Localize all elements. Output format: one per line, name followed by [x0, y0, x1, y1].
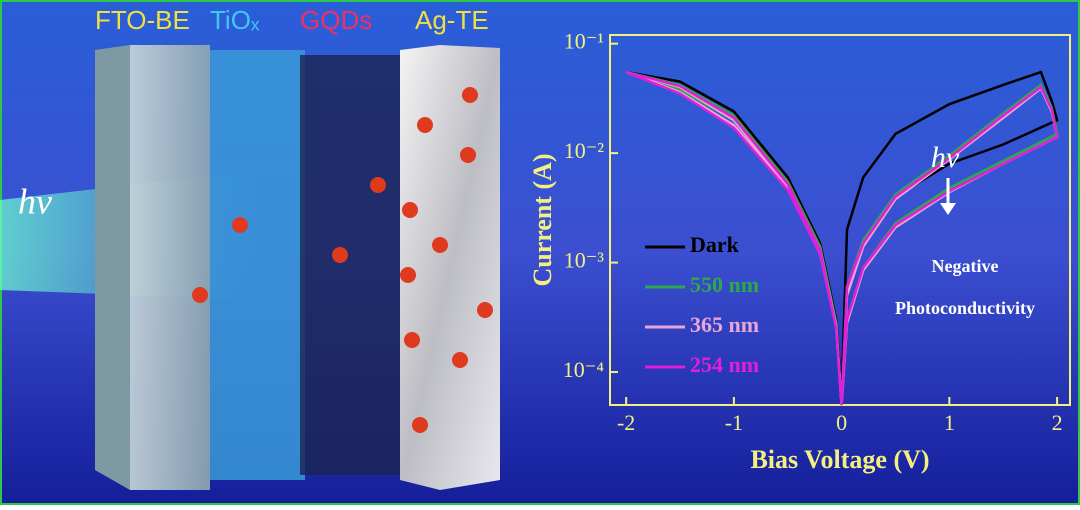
- label-tiox: TiOₓ: [210, 5, 260, 35]
- legend-label: 254 nm: [690, 352, 759, 377]
- iv-chart: 10⁻¹ 10⁻² 10⁻³ 10⁻⁴ -2 -1 0 1 2 Bias Voltage (V) C…: [528, 29, 1071, 474]
- series-line: [625, 70, 1059, 406]
- legend-label: Dark: [690, 232, 740, 257]
- annotation: hν: [931, 141, 960, 174]
- fto-side: [95, 45, 130, 490]
- annotation: Photoconductivity: [895, 298, 1035, 318]
- tiox-layer: [210, 50, 305, 480]
- x-tick-label: 0: [836, 410, 847, 435]
- x-axis-label: Bias Voltage (V): [750, 445, 929, 474]
- legend-label: 365 nm: [690, 312, 759, 337]
- gqd-layer: [300, 55, 405, 475]
- y-tick-label: 10⁻²: [564, 138, 605, 163]
- label-gqds: GQDs: [300, 5, 372, 35]
- label-fto: FTO-BE: [95, 5, 190, 35]
- x-tick-label: 1: [944, 410, 955, 435]
- annotation-arrowhead: [940, 203, 956, 215]
- plot-frame: [609, 34, 1071, 406]
- y-tick-label: 10⁻³: [564, 248, 605, 273]
- y-axis-label: Current (A): [528, 153, 557, 286]
- fto-layer: [130, 45, 210, 490]
- device-illustration: [0, 45, 500, 490]
- x-tick-label: -1: [725, 410, 743, 435]
- light-label: hν: [18, 181, 52, 221]
- x-tick-label: 2: [1052, 410, 1063, 435]
- y-tick-label: 10⁻¹: [564, 29, 604, 54]
- annotation: Negative: [932, 256, 999, 276]
- x-tick-label: -2: [617, 410, 635, 435]
- label-ag: Ag-TE: [415, 5, 489, 35]
- electrons: [192, 87, 493, 433]
- y-tick-label: 10⁻⁴: [563, 357, 605, 382]
- legend-label: 550 nm: [690, 272, 759, 297]
